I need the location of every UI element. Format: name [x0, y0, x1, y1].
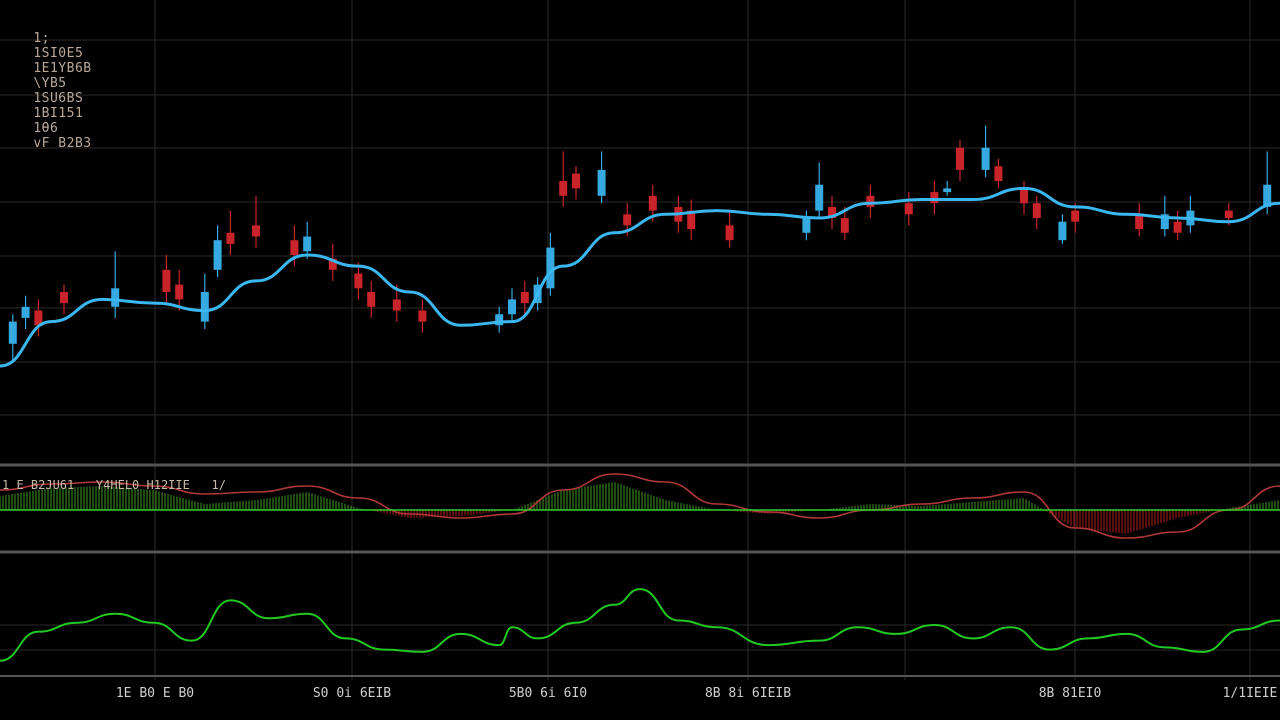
- oscillator-line: [0, 588, 1280, 662]
- candle-up: [1058, 221, 1067, 241]
- candle-down: [418, 310, 427, 322]
- candle-up: [213, 240, 222, 270]
- candle-down: [1020, 188, 1028, 204]
- candle-up: [1263, 184, 1272, 207]
- header-field: \YB5: [33, 76, 67, 91]
- candle-down: [226, 232, 235, 244]
- candle-down: [520, 292, 529, 304]
- candle-down: [904, 203, 913, 215]
- candle-down: [252, 225, 260, 237]
- candle-down: [559, 181, 568, 196]
- candle-up: [802, 218, 811, 233]
- candle-up: [981, 147, 990, 170]
- macd-panel: [0, 473, 1280, 539]
- candle-up: [508, 299, 516, 315]
- candle-down: [367, 292, 376, 307]
- candle-up: [943, 188, 952, 193]
- header-field: 1Ɵ6: [33, 121, 59, 136]
- candle-down: [956, 147, 964, 170]
- candle-down: [162, 269, 171, 292]
- candle-down: [623, 214, 632, 226]
- candle-down: [354, 273, 363, 289]
- candle-up: [303, 236, 312, 252]
- indicator-header: 1 E B2JU61 Y4HEL0 H12IIE 1/: [2, 478, 226, 492]
- candle-up: [1160, 214, 1169, 230]
- header-symbol: 1;: [33, 31, 50, 46]
- candle-up: [111, 288, 120, 307]
- moving-average: [0, 186, 1280, 368]
- panel-separators: [0, 463, 1280, 677]
- candle-down: [1173, 221, 1182, 233]
- header-field: 1BI151: [33, 106, 84, 121]
- grid: [0, 0, 1280, 680]
- candle-down: [392, 299, 401, 311]
- candle-down: [828, 206, 836, 218]
- candle-down: [930, 192, 939, 204]
- ma-line: [0, 186, 1280, 368]
- candle-down: [1135, 214, 1144, 230]
- candle-down: [1224, 210, 1233, 218]
- candle-down: [866, 195, 875, 207]
- candle-up: [495, 314, 504, 326]
- candle-up: [546, 247, 555, 289]
- candle-up: [597, 169, 606, 196]
- x-tick-label: 8B 81EI0: [1038, 686, 1102, 701]
- candle-up: [8, 321, 17, 344]
- header-field: 1E1YB6B: [33, 61, 92, 76]
- candle-down: [994, 166, 1003, 181]
- candlesticks: [8, 125, 1272, 363]
- candle-down: [60, 292, 68, 304]
- candle-down: [290, 240, 299, 255]
- x-tick-label: 1/1IEIE: [1222, 686, 1278, 701]
- candle-down: [175, 284, 184, 300]
- candle-up: [200, 292, 209, 322]
- x-tick-label: 1E B0 E B0: [115, 686, 195, 701]
- symbol-header: 1; 1SI0E5 1E1YB6B \YB5 1SU6BS 1BI151 1Ɵ6…: [0, 16, 92, 166]
- x-tick-label: 8B 8i 6IEIB: [704, 686, 792, 701]
- oscillator-panel: [0, 588, 1280, 662]
- x-tick-label: 5B0 6i 6I0: [508, 686, 588, 701]
- header-field: 1SU6BS: [33, 91, 84, 106]
- candle-down: [572, 173, 580, 189]
- candle-down: [725, 225, 734, 241]
- header-field: 1SI0E5: [33, 46, 84, 61]
- candle-down: [1032, 203, 1041, 218]
- candle-down: [648, 195, 657, 211]
- header-field: vF B2B3: [33, 136, 92, 151]
- candle-down: [34, 310, 43, 326]
- candle-up: [815, 184, 824, 211]
- x-tick-label: S0 0i 6EIB: [312, 686, 392, 701]
- macd-signal-line: [0, 473, 1280, 539]
- candle-down: [328, 258, 337, 270]
- candle-down: [1071, 210, 1080, 222]
- candle-down: [687, 210, 696, 230]
- candle-up: [21, 306, 30, 318]
- candle-down: [840, 218, 849, 233]
